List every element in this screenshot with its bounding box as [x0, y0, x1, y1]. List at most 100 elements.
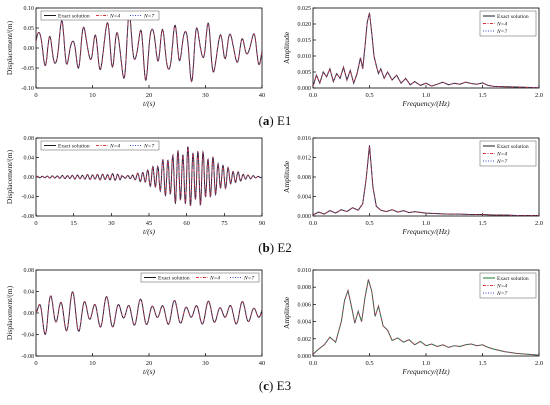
legend-entry: N=7	[496, 291, 507, 297]
y-tick-label: 0.04	[24, 156, 35, 162]
x-tick-label: 1.0	[422, 360, 430, 367]
x-tick-label: 90	[259, 220, 266, 227]
y-tick-label: -0.04	[22, 333, 35, 339]
y-tick-label: 0.002	[298, 337, 312, 343]
legend-entry: N=7	[496, 159, 507, 165]
y-tick-label: 0.006	[298, 302, 312, 308]
y-tick-label: 0.020	[298, 22, 312, 28]
legend-entry: N=4	[109, 143, 120, 150]
x-tick-label: 30	[108, 220, 115, 227]
y-tick-label: 0.012	[298, 156, 312, 162]
caption-name: E1	[276, 113, 292, 128]
x-tick-label: 40	[259, 360, 266, 367]
legend: Exact solution N=4 N=7	[140, 272, 260, 283]
y-tick-label: 0.10	[24, 6, 35, 12]
x-axis-label: t/(s)	[143, 227, 156, 236]
legend-entry: Exact solution	[497, 276, 529, 282]
y-tick-label: 0.025	[298, 6, 312, 12]
legend-entry: N=7	[243, 276, 254, 282]
x-tick-label: 0	[34, 220, 37, 227]
caption-letter: b	[262, 240, 270, 255]
series-n7	[36, 146, 262, 206]
x-tick-label: 10	[89, 360, 96, 367]
series-n4	[313, 12, 539, 88]
chart-E3-time: 0 10 20 30 40 -0.08 -0.04 0.00 0.04 0.08 t/(s) Disp…	[5, 268, 265, 376]
x-tick-label: 1.5	[478, 360, 486, 367]
y-axis-label: Amplitude	[282, 31, 291, 64]
caption-e3: (c) E3	[258, 378, 292, 393]
y-tick-label: 0.05	[24, 26, 35, 32]
chart-E2-time: 0 15 30 45 60 75 90 -0.08 -0.04 0.00 0.04 0.08 t/(s)…	[5, 136, 265, 236]
chart-E3-freq: 0.0 0.5 1.0 1.5 2.0 0.000 0.002 0.004 0.006 0.008…	[282, 268, 543, 376]
x-tick-label: 0.5	[365, 220, 373, 227]
legend-box	[479, 272, 537, 299]
x-tick-label: 20	[146, 360, 153, 367]
legend-entry: N=7	[143, 144, 154, 150]
y-axis-label: Displacement/(m)	[5, 149, 14, 204]
caption-name: E3	[276, 378, 292, 393]
y-axis-label: Displacement/(m)	[5, 285, 14, 340]
x-tick-label: 10	[89, 92, 96, 99]
legend-box	[140, 272, 260, 283]
y-tick-label: 0.08	[24, 136, 35, 142]
legend-entry: N=7	[143, 14, 154, 20]
x-tick-label: 1.0	[422, 220, 430, 227]
chart-E1-time: 0 10 20 30 40 -0.10 -0.05 0.00 0.05 0.10 t/(s) Disp…	[5, 6, 265, 108]
x-tick-label: 30	[202, 360, 209, 367]
caption-e2: (b) E2	[258, 240, 292, 255]
x-tick-label: 0.5	[365, 360, 373, 367]
y-tick-label: 0.08	[24, 268, 35, 274]
x-axis-label: t/(s)	[143, 367, 156, 376]
y-tick-label: 0.04	[24, 290, 35, 296]
x-tick-label: 0.0	[309, 220, 317, 227]
y-tick-label: -0.04	[22, 195, 35, 201]
x-tick-label: 0.0	[309, 360, 317, 367]
caption-letter: c	[263, 378, 270, 393]
caption-name: E2	[277, 240, 292, 255]
y-tick-label: 0.005	[298, 70, 312, 76]
y-tick-label: 0.010	[298, 54, 312, 60]
x-tick-label: 1.0	[422, 92, 430, 99]
x-tick-label: 15	[70, 220, 77, 227]
legend-box	[40, 140, 160, 151]
y-tick-label: -0.05	[22, 66, 35, 72]
y-tick-label: -0.08	[22, 214, 35, 220]
y-tick-label: -0.10	[22, 86, 35, 92]
x-tick-label: 1.5	[478, 220, 486, 227]
x-tick-label: 60	[183, 220, 190, 227]
y-tick-label: 0.000	[298, 354, 312, 360]
legend-entry: Exact solution	[158, 276, 190, 282]
x-tick-label: 0.5	[365, 92, 373, 99]
legend-entry: N=4	[496, 151, 507, 158]
y-axis-label: Amplitude	[282, 160, 291, 193]
series-n7	[313, 145, 539, 216]
y-tick-label: 0.015	[298, 38, 312, 44]
series-exact-solution	[36, 291, 262, 335]
chart-E1-freq: 0.0 0.5 1.0 1.5 2.0 0.000 0.005 0.010 0.015 0.020…	[282, 6, 543, 108]
y-axis-label: Amplitude	[282, 296, 291, 329]
y-tick-label: 0.000	[298, 214, 312, 220]
caption-e1: (a) E1	[258, 113, 292, 128]
x-tick-label: 30	[202, 92, 209, 99]
legend-entry: N=4	[496, 21, 507, 28]
series-exact-solution	[36, 13, 262, 83]
x-tick-label: 45	[146, 220, 153, 227]
x-tick-label: 2.0	[535, 92, 543, 99]
x-tick-label: 20	[146, 92, 153, 99]
y-tick-label: 0.00	[24, 46, 35, 52]
legend-entry: Exact solution	[58, 14, 90, 20]
legend-entry: N=7	[496, 29, 507, 35]
x-tick-label: 0.0	[309, 92, 317, 99]
legend-box	[479, 140, 537, 167]
legend-entry: N=4	[209, 275, 220, 282]
series-n7	[313, 279, 539, 356]
x-tick-label: 0	[34, 360, 37, 367]
legend-box	[40, 10, 160, 21]
series-n4	[36, 146, 262, 207]
x-axis-label: Frequency/(Hz)	[401, 367, 450, 376]
